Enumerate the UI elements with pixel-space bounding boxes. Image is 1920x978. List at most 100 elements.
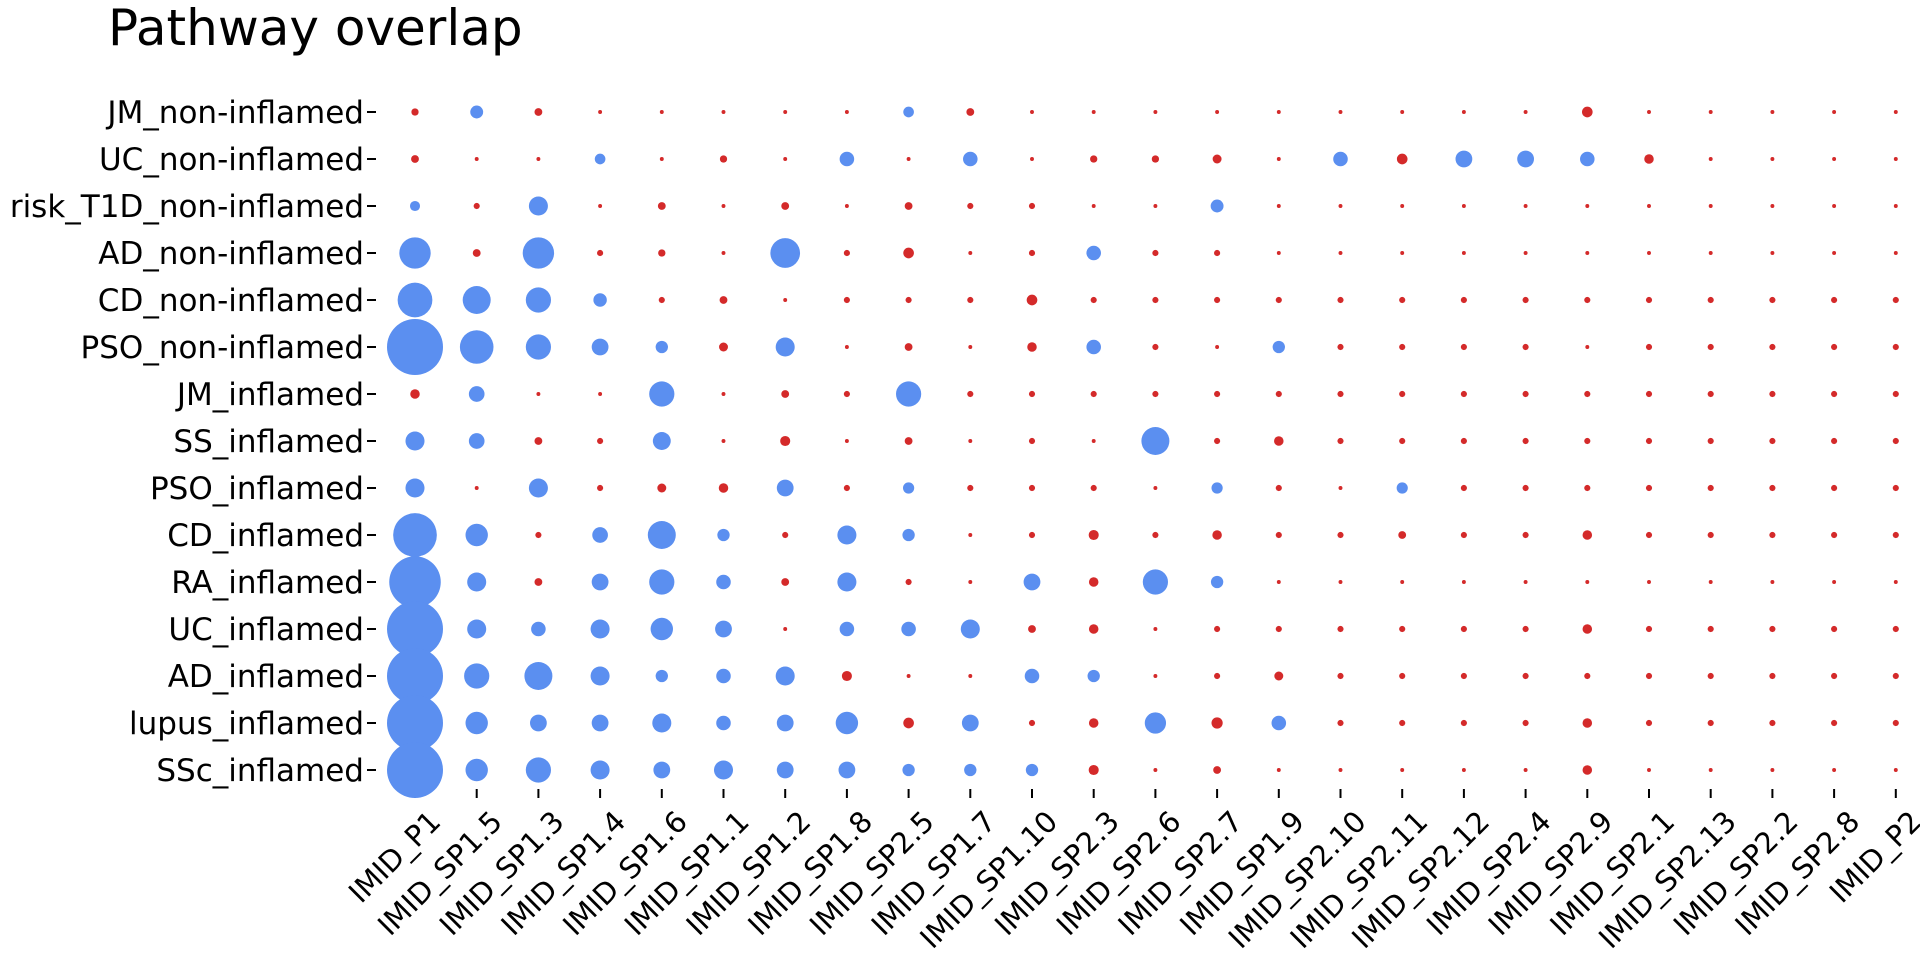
dot-CD_inflamed-IMID_SP1.5	[465, 523, 488, 547]
dot-SS_inflamed-IMID_SP2.4	[1522, 437, 1529, 445]
dot-SSc_inflamed-IMID_SP2.3	[1088, 764, 1099, 776]
dot-AD_non-inflamed-IMID_SP1.2	[770, 238, 801, 268]
dot-SS_inflamed-IMID_SP1.3	[534, 437, 543, 445]
dot-AD_non-inflamed-IMID_SP2.7	[1214, 249, 1221, 257]
dot-RA_inflamed-IMID_SP2.11	[1400, 580, 1405, 584]
dot-JM_inflamed-IMID_SP2.5	[896, 381, 922, 407]
dot-PSO_non-inflamed-IMID_SP2.6	[1152, 343, 1159, 351]
dot-lupus_inflamed-IMID_SP2.1	[1645, 719, 1653, 727]
y-tick-label: CD_inflamed	[167, 518, 364, 554]
dot-UC_inflamed-IMID_SP2.11	[1399, 625, 1406, 633]
dot-PSO_non-inflamed-IMID_SP1.9	[1272, 340, 1285, 354]
dot-CD_inflamed-IMID_SP2.8	[1831, 531, 1838, 539]
dot-SS_inflamed-IMID_SP2.5	[904, 437, 913, 445]
dot-lupus_inflamed-IMID_SP2.11	[1399, 719, 1406, 727]
dot-PSO_non-inflamed-IMID_SP2.10	[1337, 343, 1344, 351]
dot-PSO_non-inflamed-IMID_SP1.3	[525, 334, 552, 360]
dot-CD_non-inflamed-IMID_SP2.8	[1831, 296, 1838, 304]
dot-CD_non-inflamed-IMID_SP1.10	[1026, 294, 1038, 306]
dot-PSO_inflamed-IMID_SP2.13	[1707, 484, 1714, 492]
dot-risk_T1D_non-inflamed-IMID_SP2.6	[1153, 204, 1158, 208]
dot-CD_non-inflamed-IMID_SP1.4	[593, 293, 607, 307]
dot-SSc_inflamed-IMID_SP1.5	[465, 758, 488, 782]
dot-PSO_inflamed-IMID_SP2.1	[1645, 484, 1653, 492]
dot-SSc_inflamed-IMID_SP2.11	[1400, 768, 1405, 772]
dot-UC_non-inflamed-IMID_P1	[411, 155, 419, 163]
dot-JM_inflamed-IMID_SP2.4	[1522, 390, 1529, 398]
dot-AD_inflamed-IMID_SP2.11	[1399, 672, 1406, 680]
dot-SSc_inflamed-IMID_SP1.9	[1276, 768, 1281, 772]
dot-AD_non-inflamed-IMID_SP2.5	[903, 247, 914, 259]
dot-lupus_inflamed-IMID_SP2.4	[1522, 719, 1529, 727]
dot-lupus_inflamed-IMID_SP2.5	[903, 717, 914, 729]
dot-lupus_inflamed-IMID_SP1.9	[1271, 715, 1287, 731]
dot-RA_inflamed-IMID_SP1.2	[781, 578, 790, 586]
dot-AD_inflamed-IMID_SP2.8	[1831, 672, 1838, 680]
dot-PSO_inflamed-IMID_SP1.8	[843, 484, 850, 492]
dot-CD_non-inflamed-IMID_SP2.3	[1090, 296, 1097, 304]
dot-CD_non-inflamed-IMID_SP2.2	[1769, 296, 1776, 304]
dot-SS_inflamed-IMID_SP2.3	[1091, 439, 1096, 443]
dot-PSO_inflamed-IMID_SP2.10	[1338, 486, 1343, 490]
dot-AD_non-inflamed-IMID_SP2.4	[1523, 251, 1528, 255]
dot-SS_inflamed-IMID_SP1.9	[1274, 436, 1284, 446]
dot-SSc_inflamed-IMID_SP2.12	[1461, 768, 1466, 772]
dot-AD_non-inflamed-IMID_SP2.10	[1338, 251, 1343, 255]
dot-CD_inflamed-IMID_SP1.7	[968, 533, 973, 537]
dot-PSO_inflamed-IMID_SP2.9	[1584, 484, 1591, 492]
dot-UC_non-inflamed-IMID_SP1.3	[536, 157, 541, 161]
dot-risk_T1D_non-inflamed-IMID_SP1.6	[657, 202, 666, 210]
dot-risk_T1D_non-inflamed-IMID_SP2.3	[1091, 204, 1096, 208]
dot-UC_inflamed-IMID_SP2.8	[1831, 625, 1838, 633]
y-tick-label: risk_T1D_non-inflamed	[10, 189, 364, 225]
dot-UC_inflamed-IMID_SP1.9	[1275, 625, 1282, 633]
dot-CD_non-inflamed-IMID_SP2.9	[1584, 296, 1591, 304]
dot-AD_non-inflamed-IMID_SP1.1	[721, 251, 726, 255]
dot-lupus_inflamed-IMID_SP1.1	[716, 715, 731, 731]
dot-CD_inflamed-IMID_SP1.8	[837, 525, 857, 545]
dot-CD_inflamed-IMID_SP2.10	[1337, 531, 1344, 539]
dot-CD_non-inflamed-IMID_P1	[397, 282, 433, 318]
dot-SS_inflamed-IMID_SP2.9	[1584, 437, 1591, 445]
dot-SS_inflamed-IMID_SP1.5	[468, 433, 485, 449]
dot-CD_non-inflamed-IMID_SP1.2	[783, 298, 788, 302]
dot-RA_inflamed-IMID_SP1.9	[1276, 580, 1281, 584]
dot-UC_inflamed-IMID_SP1.2	[783, 627, 788, 631]
dot-lupus_inflamed-IMID_SP2.7	[1211, 717, 1223, 729]
dot-AD_inflamed-IMID_SP2.1	[1645, 672, 1653, 680]
dot-SSc_inflamed-IMID_SP1.2	[776, 761, 794, 779]
dot-SSc_inflamed-IMID_SP2.1	[1647, 768, 1651, 772]
dot-UC_non-inflamed-IMID_SP1.5	[474, 157, 479, 161]
dot-SSc_inflamed-IMID_SP1.4	[590, 760, 610, 780]
y-tick-label: JM_inflamed	[175, 377, 364, 413]
dot-SSc_inflamed-IMID_SP2.8	[1832, 768, 1837, 772]
dot-JM_non-inflamed-IMID_P1	[411, 108, 419, 116]
dot-CD_inflamed-IMID_SP2.4	[1522, 531, 1529, 539]
dot-UC_inflamed-IMID_SP2.7	[1214, 625, 1221, 633]
dot-risk_T1D_non-inflamed-IMID_SP1.9	[1276, 204, 1281, 208]
dot-SS_inflamed-IMID_SP2.6	[1141, 427, 1170, 455]
dot-CD_inflamed-IMID_SP2.12	[1460, 531, 1467, 539]
dot-AD_inflamed-IMID_SP2.2	[1769, 672, 1776, 680]
dot-UC_inflamed-IMID_SP2.4	[1522, 625, 1529, 633]
dot-RA_inflamed-IMID_SP2.12	[1461, 580, 1466, 584]
dot-SS_inflamed-IMID_SP2.11	[1399, 437, 1406, 445]
y-tick-label: SSc_inflamed	[156, 753, 364, 789]
dot-SSc_inflamed-IMID_SP2.4	[1523, 768, 1528, 772]
dot-risk_T1D_non-inflamed-IMID_SP2.2	[1770, 204, 1775, 208]
dot-UC_non-inflamed-IMID_SP2.8	[1832, 157, 1837, 161]
dot-lupus_inflamed-IMID_P2	[1892, 719, 1899, 727]
dot-SS_inflamed-IMID_SP1.8	[844, 439, 849, 443]
dot-AD_non-inflamed-IMID_SP2.6	[1152, 249, 1159, 257]
dot-UC_inflamed-IMID_SP1.4	[590, 619, 610, 639]
dot-SSc_inflamed-IMID_SP2.10	[1338, 768, 1343, 772]
dot-PSO_inflamed-IMID_SP2.8	[1831, 484, 1838, 492]
dot-CD_inflamed-IMID_SP2.13	[1707, 531, 1714, 539]
dot-JM_non-inflamed-IMID_SP2.13	[1708, 110, 1713, 114]
dot-PSO_inflamed-IMID_P2	[1892, 484, 1899, 492]
dot-RA_inflamed-IMID_P2	[1893, 580, 1898, 584]
dot-RA_inflamed-IMID_SP2.13	[1708, 580, 1713, 584]
dot-AD_inflamed-IMID_SP1.3	[524, 662, 553, 690]
dot-RA_inflamed-IMID_SP1.8	[837, 572, 857, 592]
dot-lupus_inflamed-IMID_SP1.4	[591, 714, 609, 732]
